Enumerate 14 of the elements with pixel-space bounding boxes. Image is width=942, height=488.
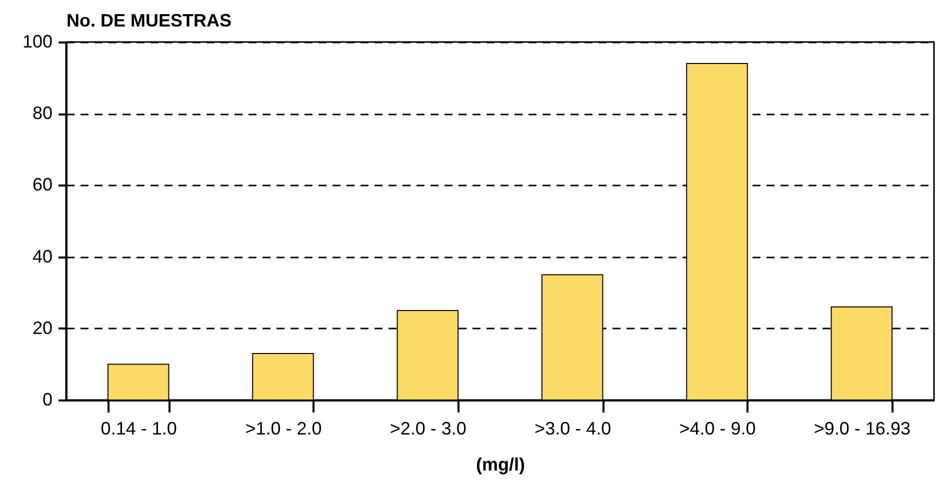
- x-tick-label: >3.0 - 4.0: [534, 418, 612, 438]
- x-tick-label: >9.0 - 16.93: [814, 418, 910, 438]
- x-tick-label: 0.14 - 1.0: [100, 418, 177, 438]
- y-tick-label: 100: [22, 32, 52, 52]
- x-tick-label: >4.0 - 9.0: [679, 418, 756, 438]
- y-tick-label: 0: [42, 390, 52, 410]
- x-axis-title: (mg/l): [476, 454, 525, 474]
- x-tick-label: >1.0 - 2.0: [245, 418, 322, 438]
- y-tick-label: 40: [32, 246, 52, 266]
- y-axis-title: No. DE MUESTRAS: [66, 10, 232, 30]
- y-tick-label: 20: [32, 318, 52, 338]
- y-tick-label: 80: [32, 103, 52, 124]
- x-tick-label: >2.0 - 3.0: [390, 418, 466, 438]
- y-tick-label: 60: [32, 174, 52, 195]
